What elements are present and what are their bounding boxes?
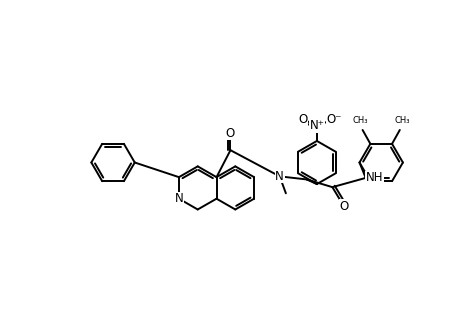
- Text: CH₃: CH₃: [394, 116, 410, 125]
- Text: NH: NH: [365, 171, 383, 184]
- Text: N: N: [275, 170, 284, 183]
- Text: O: O: [298, 113, 308, 126]
- Text: O: O: [339, 200, 349, 213]
- Text: N: N: [174, 192, 183, 205]
- Text: O: O: [226, 127, 235, 140]
- Text: O⁻: O⁻: [326, 113, 342, 126]
- Text: CH₃: CH₃: [353, 116, 368, 125]
- Text: N⁺: N⁺: [310, 119, 324, 132]
